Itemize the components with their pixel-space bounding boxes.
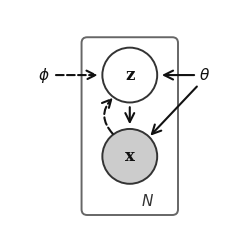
Text: z: z	[125, 67, 134, 84]
Text: N: N	[142, 194, 153, 209]
Text: x: x	[125, 148, 135, 165]
Circle shape	[102, 129, 157, 184]
Circle shape	[102, 48, 157, 103]
Text: $\phi$: $\phi$	[38, 66, 50, 85]
FancyBboxPatch shape	[81, 37, 178, 215]
Text: $\theta$: $\theta$	[199, 67, 210, 83]
